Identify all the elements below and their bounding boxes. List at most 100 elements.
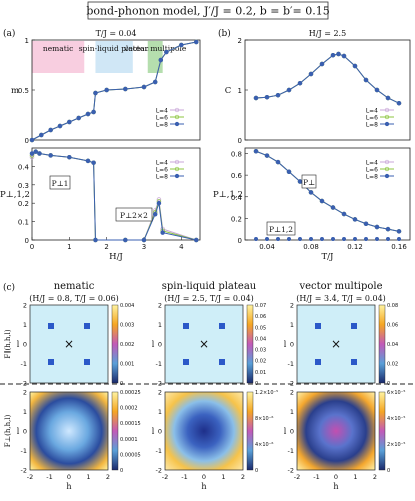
data-point	[374, 87, 380, 93]
chart-specific-heat: 0 1 2 C H/J = 2.5 L=4L=6L=8	[225, 29, 411, 145]
map-y-tick: 1	[23, 408, 27, 416]
x-tick-label: 0.16	[391, 243, 407, 251]
plot-frame	[244, 147, 411, 241]
y-tick-label: 0.2	[18, 200, 29, 208]
colorbar-top-label: 0.03	[255, 348, 266, 354]
data-point-p12	[286, 237, 291, 242]
map-y-tick: -2	[156, 467, 162, 475]
data-point	[330, 52, 336, 58]
data-point	[319, 61, 325, 67]
map-x-tick: -1	[46, 473, 52, 481]
figure-title: bond-phonon model, J′/J = 0.2, b = b′= 0…	[86, 5, 329, 18]
data-point	[37, 151, 42, 156]
map-x-tick: -2	[162, 473, 168, 481]
data-point-p12	[396, 237, 401, 242]
y-tick-label: 0	[238, 137, 242, 145]
y-axis-label: P⊥,1,2	[0, 190, 30, 200]
colorbar-bottom-label: 0.0001	[120, 437, 138, 443]
map-title-1: spin-liquid plateau	[162, 281, 257, 292]
data-point	[194, 39, 199, 45]
chart-annotation: T/J = 0.04	[96, 29, 137, 38]
data-point	[93, 90, 98, 96]
bragg-peak	[183, 359, 189, 365]
x-tick-label: 4	[179, 243, 184, 251]
colorbar-bottom-label: 4×10⁻⁵	[387, 416, 405, 422]
map-x-tick: -2	[27, 473, 33, 481]
map-x-tick: 1	[353, 473, 357, 481]
data-point-p12	[275, 237, 280, 242]
chart-annotation: H/J = 2.5	[309, 29, 346, 38]
map-y-tick: 1	[158, 408, 162, 416]
y-tick-label: 0	[238, 237, 242, 245]
colorbar-top-label: 0.04	[387, 342, 398, 348]
bragg-peak	[219, 359, 225, 365]
data-point	[141, 84, 147, 90]
annotation-p: P⊥	[303, 178, 315, 187]
data-point	[297, 179, 303, 184]
x-tick-label: 0.04	[259, 243, 275, 251]
map-bottom-0	[29, 391, 109, 471]
legend-marker	[174, 173, 180, 179]
panel-label-b: (b)	[218, 28, 231, 39]
data-point	[253, 148, 259, 154]
colorbar-bottom-label: 8×10⁻⁶	[255, 416, 273, 422]
data-point	[123, 86, 128, 92]
data-point	[336, 51, 341, 57]
bragg-peak	[219, 323, 225, 329]
region-2	[147, 41, 163, 73]
map-y-tick: 2	[290, 302, 294, 310]
data-point	[179, 42, 184, 48]
map-y-tick: 1	[290, 408, 294, 416]
data-point	[48, 127, 53, 133]
colorbar-bottom-2	[378, 391, 386, 471]
map-bottom-2	[296, 391, 376, 471]
annotation-p1: P⊥1	[52, 179, 69, 188]
data-point	[29, 151, 35, 156]
annotation-box-p	[301, 174, 317, 189]
data-point	[308, 190, 314, 195]
x-axis-label: T/J	[322, 252, 335, 262]
data-point	[275, 159, 281, 165]
map-y-tick: -2	[21, 467, 27, 475]
data-point	[76, 115, 81, 121]
legend-marker	[384, 159, 390, 165]
data-point	[152, 79, 158, 85]
map-y-tick: 2	[158, 302, 162, 310]
data-point-p12	[374, 237, 379, 242]
data-point	[194, 237, 199, 243]
y-tick-label: 1	[238, 87, 242, 95]
colorbar-bottom-label: 0.00005	[120, 452, 141, 458]
data-point	[385, 95, 391, 101]
map-x-tick: 2	[106, 473, 110, 481]
legend-marker	[174, 107, 180, 113]
map-x-tick: -1	[181, 473, 187, 481]
region-label-2: vector multipole	[123, 44, 187, 53]
data-point	[264, 153, 270, 158]
bragg-peak	[315, 359, 321, 365]
data-point	[297, 80, 303, 86]
map-y-tick: 2	[158, 389, 162, 397]
data-point	[104, 87, 109, 93]
colorbar-top-label: 0.002	[120, 342, 134, 348]
legend-label: L=6	[156, 167, 168, 174]
origin-marker: ×	[64, 337, 74, 351]
panel-label-a: (a)	[3, 28, 15, 39]
map-x-label: h	[333, 482, 338, 491]
origin-marker: ×	[331, 337, 341, 351]
chart-order-parameter-h: 0 0.1 0.2 0.3 0.4 0 1 2 3 4 H/J P⊥,1,2 L=4L=6L=8 P⊥1 P…	[0, 147, 201, 262]
data-point-p12	[319, 237, 324, 242]
x-tick-label: 1	[67, 243, 71, 251]
region-label-1: spin-liquid plateau	[79, 44, 150, 53]
data-point	[352, 63, 358, 69]
legend-marker	[384, 107, 390, 113]
data-point	[29, 137, 35, 143]
map-params-1: (H/J = 2.5, T/J = 0.04)	[164, 294, 254, 303]
map-x-label: h	[201, 482, 206, 491]
colorbar-bottom-label: 2×10⁻⁵	[387, 442, 405, 448]
structure-factor-maps: nematic (H/J = 0.8, T/J = 0.06) × 0 0.001 0.0…	[4, 281, 405, 491]
colorbar-top-label: 0.05	[255, 325, 266, 331]
colorbar-top-label: 0.04	[255, 336, 266, 342]
legend-label: L=8	[366, 122, 378, 129]
data-point	[156, 200, 162, 206]
